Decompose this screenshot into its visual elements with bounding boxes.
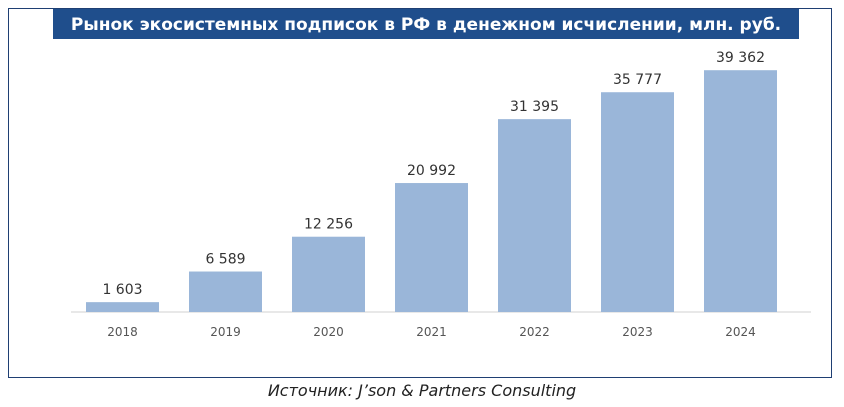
category-label-2020: 2020 — [313, 325, 344, 339]
category-label-2024: 2024 — [725, 325, 756, 339]
bar-2018 — [86, 302, 159, 312]
category-label-2019: 2019 — [210, 325, 241, 339]
value-label-2023: 35 777 — [613, 72, 662, 88]
bar-2021 — [395, 183, 468, 312]
bar-2019 — [189, 271, 262, 312]
value-label-2021: 20 992 — [407, 163, 456, 179]
value-label-2019: 6 589 — [205, 252, 245, 268]
value-label-2020: 12 256 — [304, 217, 353, 233]
category-label-2023: 2023 — [622, 325, 653, 339]
source-note: Источник: J’son & Partners Consulting — [267, 381, 577, 400]
bar-chart: 1 603 2018 6 589 2019 12 256 2020 20 992 2021 31… — [71, 50, 811, 339]
value-label-2022: 31 395 — [510, 99, 559, 115]
bar-2023 — [601, 92, 674, 313]
bar-2022 — [498, 119, 571, 313]
value-label-2018: 1 603 — [102, 282, 142, 298]
category-label-2018: 2018 — [107, 325, 138, 339]
value-label-2024: 39 362 — [716, 50, 765, 66]
bar-2024 — [704, 70, 777, 312]
category-label-2022: 2022 — [519, 325, 550, 339]
chart-frame: Рынок экосистемных подписок в РФ в денеж… — [8, 8, 832, 378]
bar-2020 — [292, 236, 365, 312]
category-label-2021: 2021 — [416, 325, 447, 339]
chart-title: Рынок экосистемных подписок в РФ в денеж… — [53, 9, 799, 39]
